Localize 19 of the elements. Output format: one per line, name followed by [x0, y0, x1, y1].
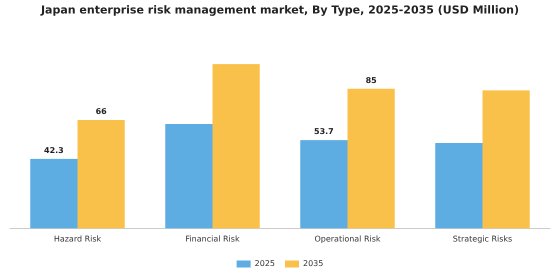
bar	[482, 90, 530, 228]
data-label: 53.7	[314, 127, 334, 136]
bar	[435, 142, 482, 228]
chart-title: Japan enterprise risk management market, By Type, 2025-2035 (USD Million)	[40, 3, 520, 16]
bar	[348, 88, 395, 228]
x-tick-label: Financial Risk	[185, 234, 240, 244]
x-tick-label: Operational Risk	[314, 234, 381, 244]
bar	[30, 158, 78, 228]
bar	[212, 64, 260, 228]
bar	[78, 120, 125, 228]
data-label: 85	[366, 76, 378, 85]
x-tick-label: Strategic Risks	[452, 234, 512, 244]
data-label: 42.3	[44, 146, 64, 155]
legend-label: 2035	[303, 259, 324, 268]
bar	[300, 140, 348, 228]
bar	[165, 124, 212, 228]
data-label: 66	[96, 107, 108, 116]
legend-label: 2025	[254, 259, 275, 268]
x-tick-label: Hazard Risk	[54, 234, 102, 244]
